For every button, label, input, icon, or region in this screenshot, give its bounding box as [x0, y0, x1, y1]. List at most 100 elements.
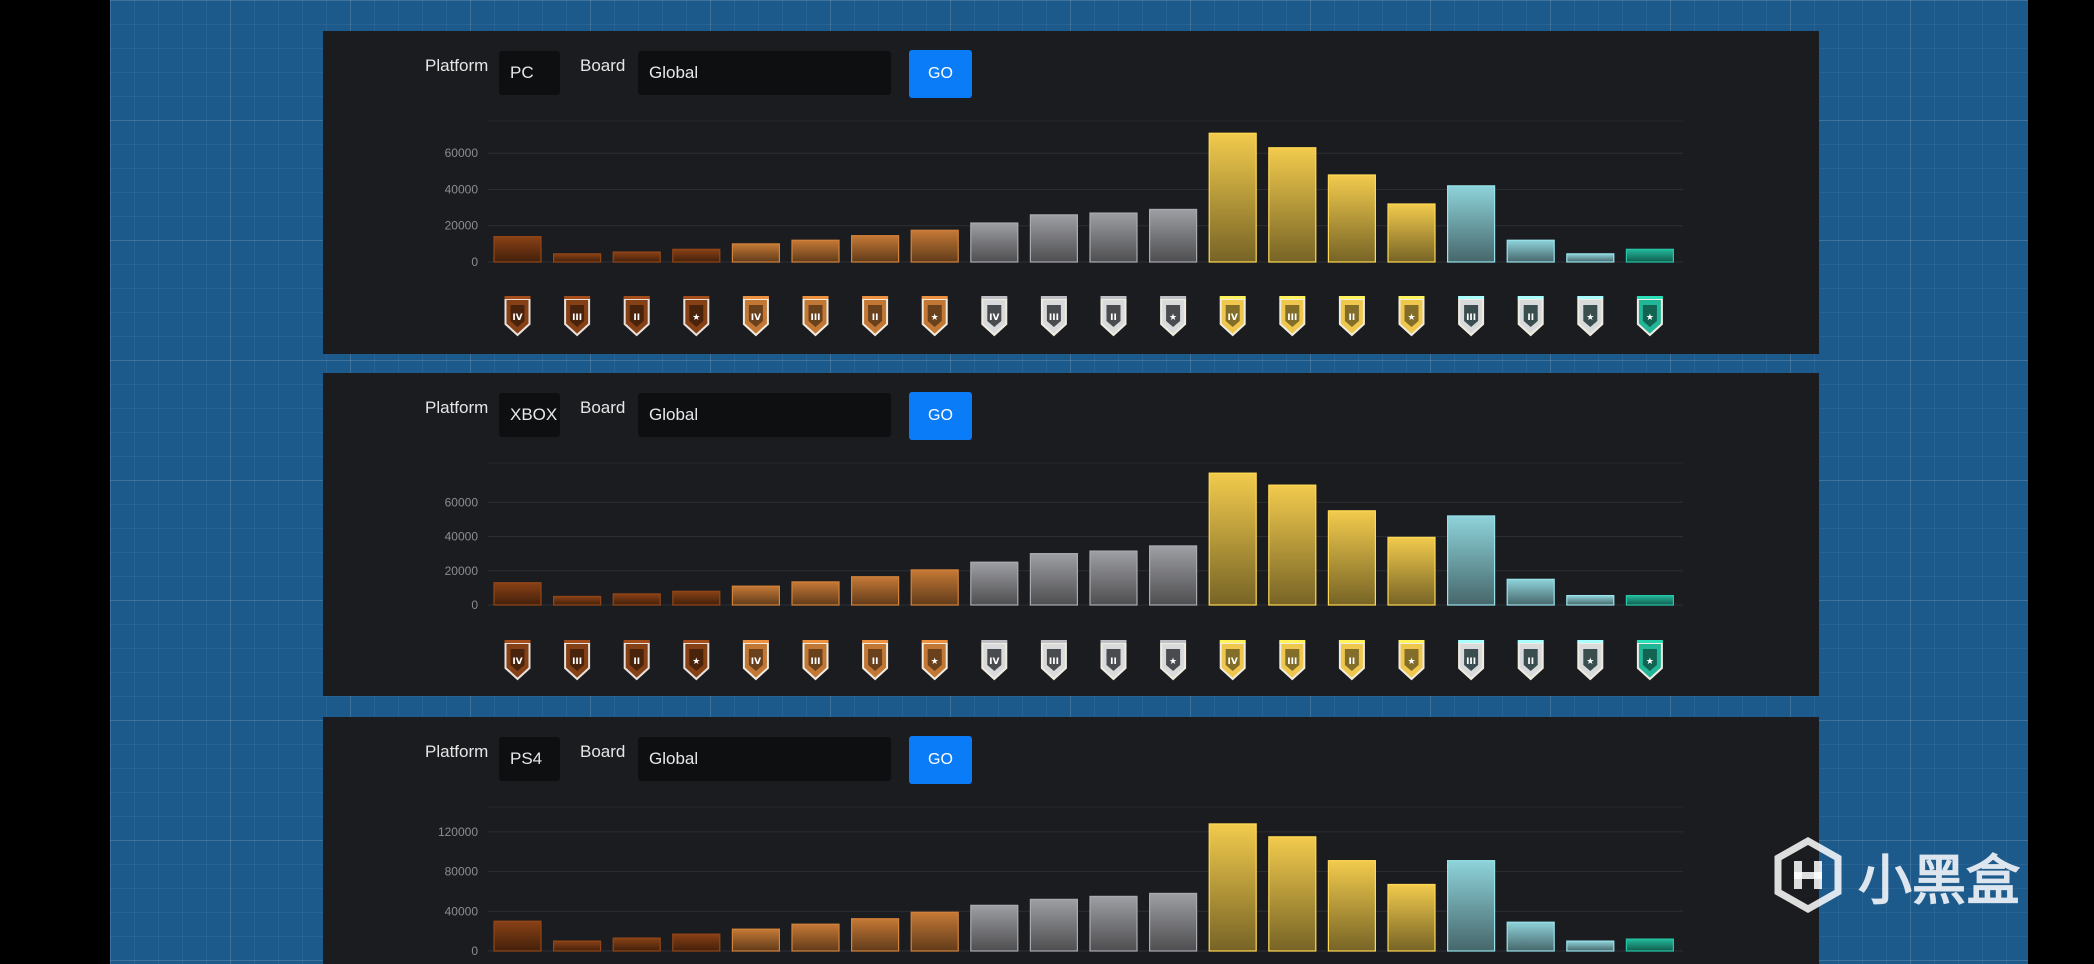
bar-gold-ii[interactable] — [1327, 174, 1377, 263]
bar-diamond[interactable] — [1625, 594, 1675, 606]
bar-gold-ii[interactable] — [1327, 510, 1377, 606]
svg-text:III: III — [1287, 657, 1297, 667]
svg-text:★: ★ — [1407, 657, 1415, 667]
bar-platinum-ii[interactable] — [1506, 578, 1555, 606]
bar-bronze-ii[interactable] — [850, 235, 900, 263]
bar-copper-iii[interactable] — [553, 595, 602, 606]
gold-ii-icon: II — [1338, 296, 1365, 337]
platinum-ii-icon: II — [1517, 640, 1544, 681]
bar-copper-ii[interactable] — [612, 937, 661, 952]
bar-silver-iii[interactable] — [1029, 553, 1079, 606]
svg-text:II: II — [1527, 313, 1534, 323]
bar-silver-iii[interactable] — [1029, 214, 1079, 263]
bar-gold-iii[interactable] — [1268, 484, 1317, 606]
bar-copper-i[interactable] — [672, 248, 721, 263]
bar-copper-iii[interactable] — [553, 940, 602, 952]
bar-copper-iv[interactable] — [493, 582, 542, 606]
go-button[interactable]: GO — [909, 50, 972, 98]
svg-text:II: II — [1110, 657, 1117, 667]
svg-text:★: ★ — [692, 657, 700, 667]
bar-silver-iv[interactable] — [970, 222, 1019, 263]
bar-silver-i[interactable] — [1148, 545, 1198, 606]
bar-diamond[interactable] — [1625, 938, 1675, 952]
bar-platinum-i[interactable] — [1566, 594, 1615, 606]
bar-bronze-iii[interactable] — [791, 239, 840, 263]
bar-gold-iv[interactable] — [1208, 132, 1257, 263]
bar-silver-i[interactable] — [1148, 208, 1198, 263]
bar-platinum-iii[interactable] — [1446, 860, 1496, 952]
bar-silver-i[interactable] — [1148, 892, 1198, 952]
bar-diamond[interactable] — [1625, 248, 1675, 263]
bar-platinum-i[interactable] — [1566, 940, 1615, 952]
bar-copper-iv[interactable] — [493, 920, 542, 952]
bar-silver-iv[interactable] — [970, 904, 1019, 952]
platform-select[interactable]: PS4 — [499, 737, 560, 781]
bar-bronze-ii[interactable] — [850, 918, 900, 952]
go-button[interactable]: GO — [909, 392, 972, 440]
bar-gold-i[interactable] — [1387, 536, 1436, 606]
bar-bronze-i[interactable] — [910, 569, 959, 606]
bar-platinum-iii[interactable] — [1446, 515, 1496, 606]
bar-silver-ii[interactable] — [1089, 550, 1138, 606]
svg-text:IV: IV — [512, 313, 522, 323]
svg-text:II: II — [1349, 313, 1356, 323]
bar-bronze-i[interactable] — [910, 911, 959, 952]
bar-bronze-iii[interactable] — [791, 923, 840, 952]
svg-text:★: ★ — [1586, 313, 1594, 323]
board-select[interactable]: Global — [638, 737, 891, 781]
ranking-panel-pc: Platform PC Board Global GO 0 20000 40000 6… — [323, 31, 1819, 354]
bar-platinum-i[interactable] — [1566, 253, 1615, 263]
svg-text:III: III — [572, 313, 582, 323]
board-select[interactable]: Global — [638, 51, 891, 95]
platform-select[interactable]: PC — [499, 51, 560, 95]
bar-bronze-ii[interactable] — [850, 576, 900, 606]
bar-bronze-iv[interactable] — [731, 585, 780, 606]
bar-platinum-iii[interactable] — [1446, 185, 1496, 263]
svg-text:III: III — [810, 313, 820, 323]
board-select[interactable]: Global — [638, 393, 891, 437]
bar-bronze-iv[interactable] — [731, 928, 780, 952]
bar-silver-ii[interactable] — [1089, 895, 1138, 952]
y-tick-label: 40000 — [445, 904, 479, 918]
bar-copper-i[interactable] — [672, 933, 721, 952]
diamond-icon: ★ — [1636, 296, 1663, 337]
bar-gold-ii[interactable] — [1327, 860, 1377, 952]
bar-copper-iii[interactable] — [553, 253, 602, 263]
bar-copper-i[interactable] — [672, 590, 721, 606]
svg-text:III: III — [1466, 657, 1476, 667]
bar-bronze-iii[interactable] — [791, 581, 840, 606]
svg-text:IV: IV — [989, 657, 999, 667]
gold-iii-icon: III — [1279, 640, 1306, 681]
gold-iv-icon: IV — [1219, 640, 1246, 681]
watermark-text: 小黑盒 — [1858, 848, 2020, 912]
bar-silver-iii[interactable] — [1029, 898, 1079, 952]
bar-gold-i[interactable] — [1387, 203, 1436, 263]
y-tick-label: 20000 — [445, 564, 479, 578]
bar-gold-iii[interactable] — [1268, 836, 1317, 952]
bar-bronze-iv[interactable] — [731, 243, 780, 263]
bar-copper-iv[interactable] — [493, 236, 542, 263]
svg-text:III: III — [1287, 313, 1297, 323]
bronze-i-icon: ★ — [921, 640, 948, 681]
y-tick-label: 0 — [471, 255, 478, 269]
bar-platinum-ii[interactable] — [1506, 239, 1555, 263]
svg-text:IV: IV — [1228, 313, 1238, 323]
bar-bronze-i[interactable] — [910, 229, 959, 263]
bar-gold-iv[interactable] — [1208, 823, 1257, 952]
bar-gold-i[interactable] — [1387, 883, 1436, 952]
svg-text:IV: IV — [1228, 657, 1238, 667]
svg-text:★: ★ — [1646, 657, 1654, 667]
bar-gold-iv[interactable] — [1208, 472, 1257, 606]
board-label: Board — [580, 398, 626, 417]
bar-copper-ii[interactable] — [612, 251, 661, 263]
go-button[interactable]: GO — [909, 736, 972, 784]
platinum-i-icon: ★ — [1577, 640, 1604, 681]
bar-platinum-ii[interactable] — [1506, 921, 1555, 952]
bar-gold-iii[interactable] — [1268, 147, 1317, 263]
bar-copper-ii[interactable] — [612, 593, 661, 606]
bar-silver-ii[interactable] — [1089, 212, 1138, 263]
platform-select[interactable]: XBOX — [499, 393, 560, 437]
svg-text:IV: IV — [989, 313, 999, 323]
bar-silver-iv[interactable] — [970, 561, 1019, 606]
